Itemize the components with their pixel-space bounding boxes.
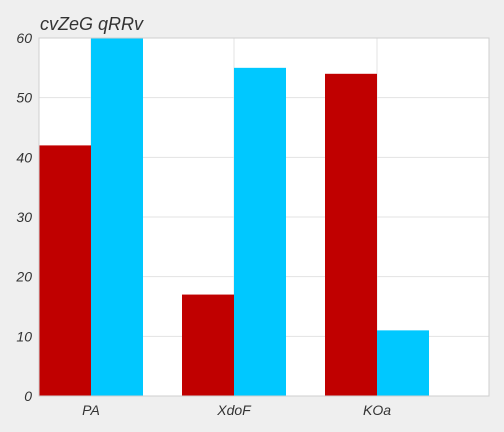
x-tick-label: KOa [363, 402, 391, 418]
y-tick-label: 40 [16, 149, 32, 165]
x-tick-label: PA [82, 402, 100, 418]
plot-border [38, 37, 490, 397]
y-tick-label: 10 [16, 328, 32, 344]
chart-title: cvZeG qRRv [40, 14, 144, 34]
bar-PA-series-2 [91, 38, 143, 396]
y-tick-label: 0 [24, 388, 32, 404]
bar-PA-series-1 [39, 145, 91, 396]
bar-XdoF-series-1 [182, 294, 234, 396]
x-axis-ticks: PA XdoF KOa [82, 402, 391, 418]
bar-KOa-series-2 [377, 330, 429, 396]
y-axis-ticks: 0 10 20 30 40 50 60 [15, 30, 32, 404]
y-tick-label: 20 [15, 269, 32, 285]
y-tick-label: 60 [16, 30, 32, 46]
bar-KOa-series-1 [325, 73, 377, 397]
x-tick-label: XdoF [216, 402, 252, 418]
bar-XdoF-series-2 [234, 67, 286, 396]
y-tick-label: 30 [16, 209, 32, 225]
bars [39, 38, 429, 397]
y-tick-label: 50 [16, 90, 32, 106]
